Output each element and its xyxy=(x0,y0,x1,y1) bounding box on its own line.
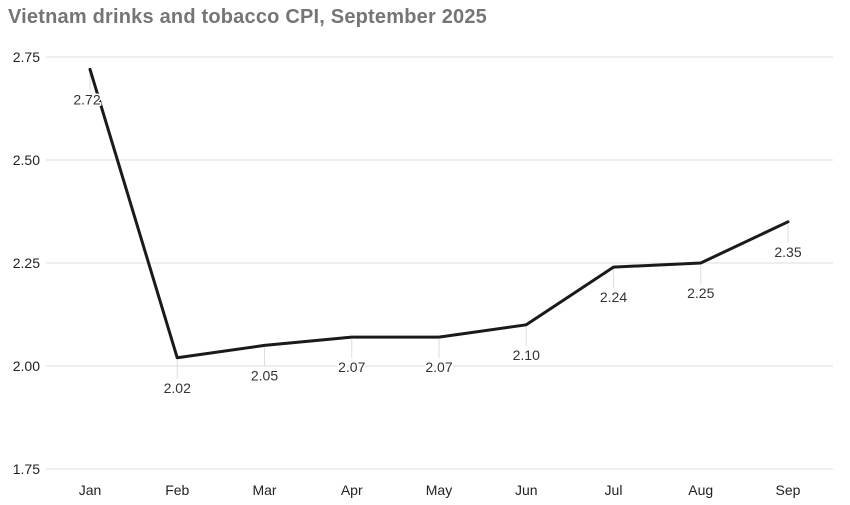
data-point-label: 2.05 xyxy=(251,367,278,383)
y-axis-tick-label: 2.00 xyxy=(13,358,40,374)
y-axis-tick-label: 2.75 xyxy=(13,49,40,65)
y-axis-tick-label: 2.25 xyxy=(13,255,40,271)
x-axis-tick-label: Jun xyxy=(515,482,538,498)
data-point-label: 2.24 xyxy=(600,289,627,305)
y-axis-tick-label: 2.50 xyxy=(13,152,40,168)
data-point-label: 2.25 xyxy=(687,285,714,301)
y-axis-tick-label: 1.75 xyxy=(13,461,40,477)
data-point-label: 2.02 xyxy=(164,380,191,396)
x-axis-tick-label: Feb xyxy=(165,482,189,498)
data-point-label: 2.72 xyxy=(73,91,100,107)
data-point-label: 2.10 xyxy=(513,347,540,363)
data-point-label: 2.07 xyxy=(425,359,452,375)
x-axis-tick-label: Jan xyxy=(79,482,102,498)
x-axis-tick-label: Jul xyxy=(605,482,623,498)
data-point-label: 2.07 xyxy=(338,359,365,375)
cpi-series-line xyxy=(88,67,790,360)
x-axis-tick-label: May xyxy=(426,482,452,498)
x-axis-tick-label: Mar xyxy=(252,482,276,498)
data-point-label: 2.35 xyxy=(774,244,801,260)
x-axis-tick-label: Aug xyxy=(688,482,713,498)
x-axis-tick-label: Sep xyxy=(776,482,801,498)
x-axis-tick-label: Apr xyxy=(341,482,363,498)
chart-title: Vietnam drinks and tobacco CPI, Septembe… xyxy=(8,6,487,28)
